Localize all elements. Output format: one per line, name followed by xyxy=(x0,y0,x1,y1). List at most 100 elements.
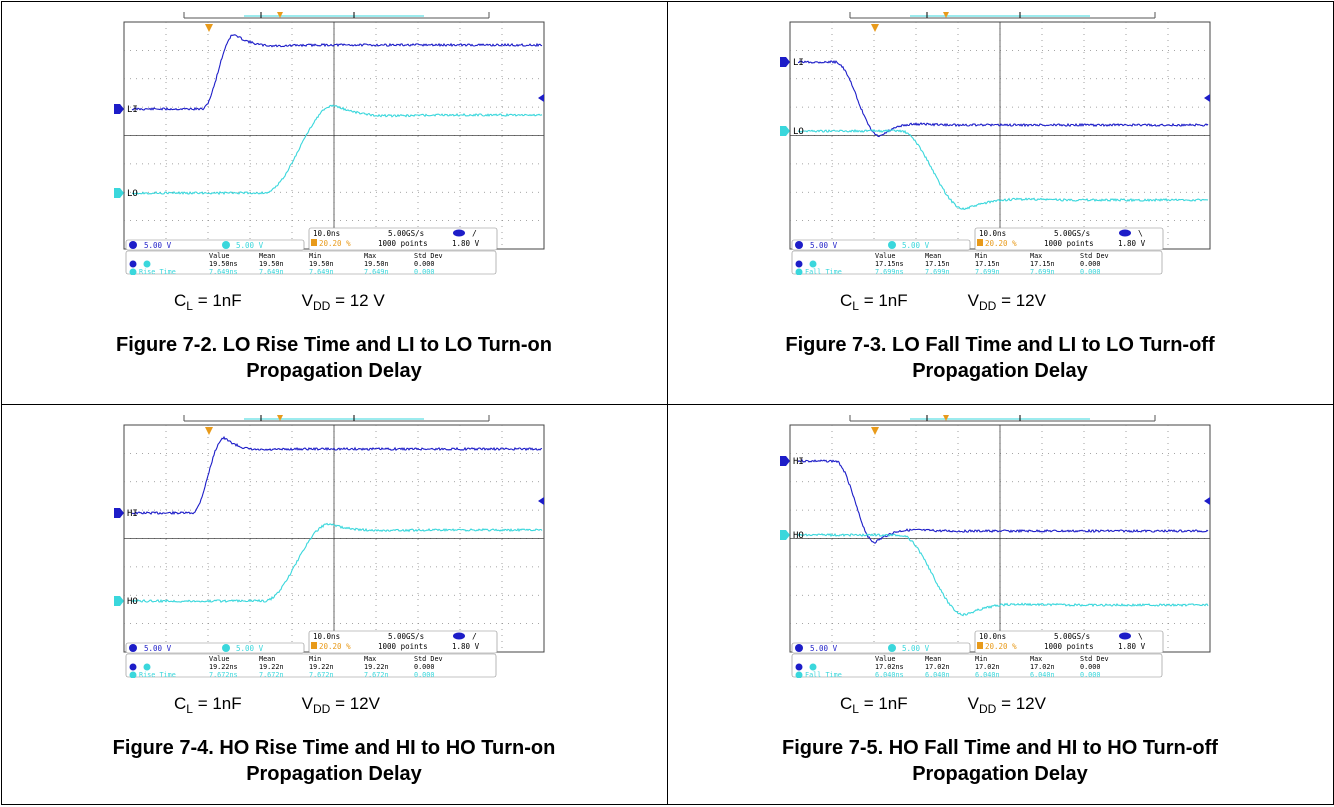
timebase: 10.0ns xyxy=(979,632,1006,641)
measurement-header: Value xyxy=(875,655,895,663)
ch2-waveform xyxy=(131,104,543,196)
trigger-level: 1.80 V xyxy=(452,642,480,651)
measurement-value: 0.000 xyxy=(1080,671,1100,678)
caption-line: Propagation Delay xyxy=(912,763,1088,785)
meas-ch2-badge-icon xyxy=(129,671,137,678)
ch2-badge-icon xyxy=(222,241,230,249)
ch1-label: LI xyxy=(127,105,138,115)
measurement-header: Max xyxy=(1030,252,1042,260)
measurement-value: 7.699n xyxy=(1030,268,1055,275)
meas-ch1-badge-icon xyxy=(129,260,137,268)
meas-ch1-badge-icon xyxy=(795,260,803,268)
ch1-label: LI xyxy=(793,58,804,68)
trigger-marker-icon xyxy=(205,427,213,435)
ch1-badge-icon xyxy=(795,241,803,249)
measurement-table xyxy=(125,653,497,678)
measurement-header: Std Dev xyxy=(1080,655,1109,663)
trigger-level: 1.80 V xyxy=(452,239,480,248)
measurement-value: 17.15ns xyxy=(875,260,904,268)
table-divider-horizontal xyxy=(2,404,1333,405)
measurement-header: Min xyxy=(975,252,987,260)
caption-line: Figure 7-2. LO Rise Time and LI to LO Tu… xyxy=(116,334,552,356)
oscilloscope-screen: LI LO 5.00 V 5.00 V 10.0ns 20.20 % 5.00GS/s 100… xyxy=(780,10,1212,275)
measurement-value: 19.50n xyxy=(364,260,389,268)
measurement-value: 19.22n xyxy=(364,663,389,671)
supply-voltage: = 12 V xyxy=(335,291,385,310)
ch2-ground-marker-icon xyxy=(780,126,790,136)
measurement-value: 19.50n xyxy=(259,260,284,268)
ch1-ground-marker-icon xyxy=(780,456,790,466)
measurement-value: 6.040ns xyxy=(875,671,904,678)
measurement-value: 7.649ns xyxy=(209,268,238,275)
record-points: 1000 points xyxy=(1044,239,1094,248)
measurement-value: 7.699n xyxy=(975,268,1000,275)
measurement-header: Min xyxy=(309,252,321,260)
figure-cell: LI LO 5.00 V 5.00 V 10.0ns 20.20 % 5.00GS/s 100… xyxy=(2,2,667,404)
ch1-waveform xyxy=(131,435,543,515)
record-points: 1000 points xyxy=(378,642,428,651)
measurement-header: Value xyxy=(209,655,229,663)
trigger-source-badge-icon xyxy=(453,632,465,640)
measurement-value: 17.02n xyxy=(1030,663,1055,671)
trigger-level-icon xyxy=(538,497,544,505)
measurement-value: 19.22ns xyxy=(209,663,238,671)
trigger-level-icon xyxy=(538,94,544,102)
measurement-header: Max xyxy=(1030,655,1042,663)
trigger-marker-icon xyxy=(205,24,213,32)
caption-line: Propagation Delay xyxy=(246,763,422,785)
ch2-badge-icon xyxy=(888,644,896,652)
ch2-badge-icon xyxy=(888,241,896,249)
ch2-label: LO xyxy=(127,189,138,199)
table-divider-vertical xyxy=(667,2,668,804)
measurement-name: Rise Time xyxy=(139,671,176,678)
trigger-slope: / xyxy=(472,632,477,641)
figure-cell: HI HO 5.00 V 5.00 V 10.0ns 20.20 % 5.00GS/s 100… xyxy=(2,405,667,807)
measurement-name: Fall Time xyxy=(805,671,842,678)
ch2-ground-marker-icon xyxy=(114,596,124,606)
ch2-waveform xyxy=(797,128,1209,211)
supply-voltage: = 12V xyxy=(1001,694,1046,713)
measurement-value: 0.000 xyxy=(1080,260,1100,268)
load-capacitance: = 1nF xyxy=(197,291,242,310)
measurement-value: 7.649n xyxy=(309,268,334,275)
measurement-value: 7.699n xyxy=(925,268,950,275)
oscilloscope-screen: HI HO 5.00 V 5.00 V 10.0ns 20.20 % 5.00GS/s 100… xyxy=(780,413,1212,678)
measurement-value: 7.649n xyxy=(259,268,284,275)
ch1-scale: 5.00 V xyxy=(810,241,838,250)
timebase: 10.0ns xyxy=(979,229,1006,238)
sample-rate: 5.00GS/s xyxy=(388,229,424,238)
ch2-scale: 5.00 V xyxy=(236,644,264,653)
oscilloscope-screen: LI LO 5.00 V 5.00 V 10.0ns 20.20 % 5.00GS/s 100… xyxy=(114,10,546,275)
measurement-header: Mean xyxy=(259,655,275,663)
ch1-ground-marker-icon xyxy=(780,57,790,67)
trigger-position-icon xyxy=(277,415,283,421)
measurement-value: 7.649n xyxy=(364,268,389,275)
measurement-value: 7.699ns xyxy=(875,268,904,275)
record-points: 1000 points xyxy=(378,239,428,248)
measurement-name: Rise Time xyxy=(139,268,176,275)
figure-caption: Figure 7-4. HO Rise Time and HI to HO Tu… xyxy=(24,735,644,787)
trigger-slope: / xyxy=(472,229,477,238)
meas-ch2-badge-icon xyxy=(795,268,803,275)
figure-cell: LI LO 5.00 V 5.00 V 10.0ns 20.20 % 5.00GS/s 100… xyxy=(668,2,1333,404)
measurement-value: 0.000 xyxy=(414,671,434,678)
ch2-ground-marker-icon xyxy=(780,530,790,540)
load-capacitance: = 1nF xyxy=(197,694,242,713)
timebase: 10.0ns xyxy=(313,229,340,238)
measurement-header: Min xyxy=(975,655,987,663)
caption-line: Propagation Delay xyxy=(912,360,1088,382)
caption-line: Figure 7-3. LO Fall Time and LI to LO Tu… xyxy=(785,334,1215,356)
trigger-marker-icon xyxy=(871,24,879,32)
measurement-value: 17.02n xyxy=(925,663,950,671)
load-capacitance: = 1nF xyxy=(863,291,908,310)
measurement-table xyxy=(791,250,1163,275)
measurement-header: Min xyxy=(309,655,321,663)
caption-line: Figure 7-4. HO Rise Time and HI to HO Tu… xyxy=(112,737,556,759)
figure-caption: Figure 7-5. HO Fall Time and HI to HO Tu… xyxy=(690,735,1310,787)
supply-voltage: = 12V xyxy=(335,694,380,713)
figure-caption: Figure 7-3. LO Fall Time and LI to LO Tu… xyxy=(690,332,1310,384)
ch2-badge-icon xyxy=(222,644,230,652)
measurement-value: 19.22n xyxy=(259,663,284,671)
measurement-value: 0.000 xyxy=(1080,663,1100,671)
